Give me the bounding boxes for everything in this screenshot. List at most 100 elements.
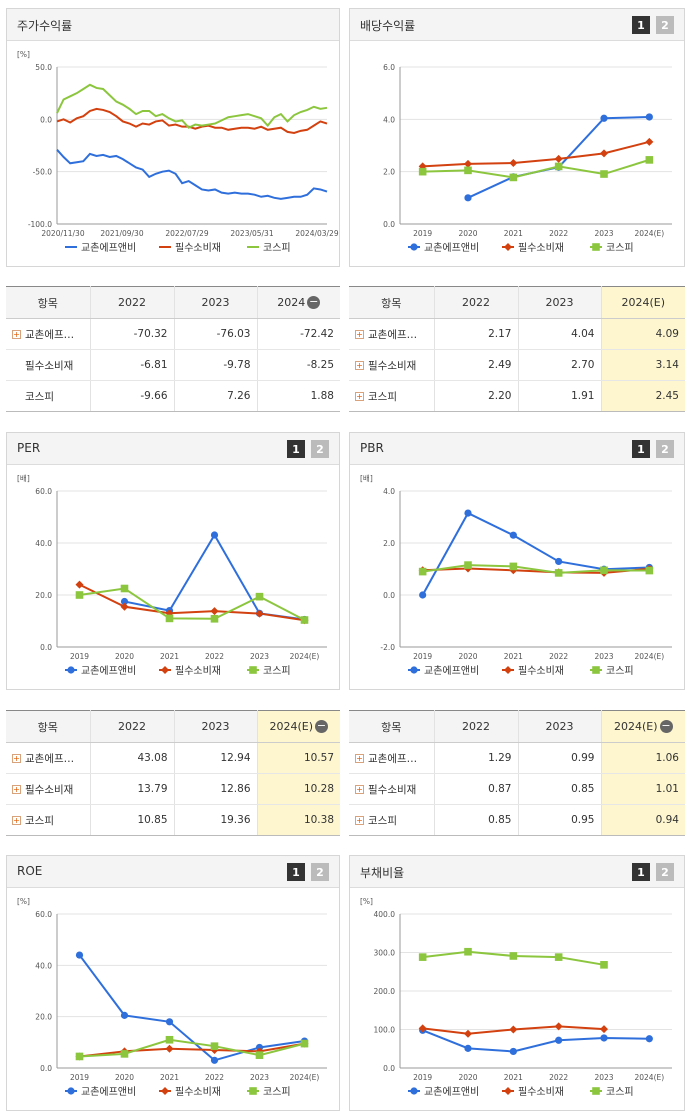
column-header-label: 2022 bbox=[118, 720, 146, 733]
page-1-button[interactable]: 1 bbox=[632, 440, 650, 458]
y-tick-label: -50.0 bbox=[33, 168, 53, 177]
y-tick-label: 300.0 bbox=[374, 949, 396, 958]
value-cell: 2.17 bbox=[433, 318, 518, 350]
expand-icon[interactable]: + bbox=[12, 816, 21, 825]
y-tick-label: 2.0 bbox=[383, 168, 395, 177]
row-label: 필수소비재 bbox=[368, 783, 417, 796]
expand-icon[interactable]: + bbox=[12, 330, 21, 339]
x-tick-label: 2023 bbox=[250, 652, 269, 661]
panel-title: PBR bbox=[360, 441, 384, 455]
data-point bbox=[600, 961, 608, 969]
data-point bbox=[210, 614, 219, 623]
column-header-label: 2024(E) bbox=[269, 719, 314, 733]
page-1-button[interactable]: 1 bbox=[287, 863, 305, 881]
x-tick-label: 2023 bbox=[594, 229, 613, 238]
data-point bbox=[410, 243, 418, 251]
legend-label: 코스피 bbox=[606, 242, 634, 254]
expand-icon[interactable]: + bbox=[12, 785, 21, 794]
table-row: 코스피 -9.66 7.26 1.88 bbox=[6, 380, 340, 412]
expand-icon[interactable]: + bbox=[355, 392, 364, 401]
data-point bbox=[120, 584, 129, 593]
x-tick-label: 2022 bbox=[549, 652, 568, 661]
table-header-row: 항목 2022 2023 2024(E) − bbox=[6, 710, 340, 743]
legend-label: 코스피 bbox=[606, 665, 634, 677]
data-point bbox=[509, 562, 518, 571]
data-point bbox=[645, 113, 653, 121]
legend-label: 필수소비재 bbox=[175, 665, 221, 677]
value-cell: 7.26 bbox=[173, 380, 257, 412]
data-point bbox=[464, 159, 472, 168]
value-cell: 0.85 bbox=[517, 773, 601, 805]
value-cell: 4.09 bbox=[600, 318, 685, 350]
row-label-cell: + 교촌에프… bbox=[349, 742, 434, 774]
value-cell: 1.29 bbox=[433, 742, 518, 774]
legend-label: 필수소비재 bbox=[175, 242, 221, 254]
legend-label: 필수소비재 bbox=[518, 242, 564, 254]
series-line bbox=[56, 149, 328, 200]
data-point bbox=[165, 1044, 174, 1053]
data-point bbox=[165, 609, 174, 618]
page-1-button[interactable]: 1 bbox=[632, 16, 650, 34]
page-2-button[interactable]: 2 bbox=[656, 863, 674, 881]
page-2-button[interactable]: 2 bbox=[656, 440, 674, 458]
data-point bbox=[75, 580, 84, 589]
page-2-button[interactable]: 2 bbox=[311, 863, 329, 881]
y-tick-label: 0.0 bbox=[383, 1064, 395, 1073]
series-line bbox=[422, 1029, 650, 1053]
column-header-label: 2022 bbox=[462, 720, 490, 733]
legend-label: 교촌에프앤비 bbox=[424, 242, 479, 254]
expand-icon[interactable]: + bbox=[355, 361, 364, 370]
data-point bbox=[600, 170, 608, 178]
per-table: 항목 2022 2023 2024(E) − + 교촌에프… 43.08 12.94 10.57 +… bbox=[6, 710, 340, 836]
data-point bbox=[210, 1056, 219, 1064]
y-tick-label: 40.0 bbox=[35, 539, 52, 548]
row-label-cell: + 코스피 bbox=[349, 804, 434, 836]
row-label: 교촌에프… bbox=[25, 328, 75, 341]
value-cell: -70.32 bbox=[89, 318, 174, 350]
y-tick-label: 20.0 bbox=[35, 591, 52, 600]
collapse-icon[interactable]: − bbox=[307, 295, 321, 310]
unit-label: [%] bbox=[17, 897, 30, 906]
legend-label: 필수소비재 bbox=[518, 1086, 564, 1098]
collapse-icon[interactable]: − bbox=[659, 719, 673, 734]
expand-icon[interactable]: + bbox=[355, 816, 364, 825]
expand-icon[interactable]: + bbox=[12, 754, 21, 763]
page-1-button[interactable]: 1 bbox=[287, 440, 305, 458]
collapse-icon[interactable]: − bbox=[315, 719, 329, 734]
data-point bbox=[464, 947, 472, 956]
data-point bbox=[120, 1050, 129, 1058]
legend-label: 코스피 bbox=[263, 1086, 291, 1098]
column-header: 2024− bbox=[256, 286, 340, 319]
panel-title: 주가수익률 bbox=[17, 19, 73, 33]
expand-icon[interactable]: + bbox=[355, 330, 364, 339]
dividend-yield-table: 항목 2022 2023 2024(E) + 교촌에프… 2.17 4.04 4.09 + 필수소비… bbox=[349, 286, 685, 412]
row-label-cell: + 교촌에프… bbox=[6, 742, 90, 774]
expand-icon[interactable]: + bbox=[355, 754, 364, 763]
data-point bbox=[509, 952, 518, 960]
x-tick-label: 2019 bbox=[413, 229, 432, 238]
page-1-button[interactable]: 1 bbox=[632, 863, 650, 881]
x-tick-label: 2020 bbox=[458, 1073, 477, 1082]
column-header-label: 2024 bbox=[277, 295, 306, 309]
x-tick-label: 2024(E) bbox=[634, 1073, 664, 1082]
page-2-button[interactable]: 2 bbox=[311, 440, 329, 458]
x-tick-label: 2020 bbox=[458, 652, 477, 661]
x-tick-label: 2021/09/30 bbox=[100, 229, 143, 238]
column-header: 항목 bbox=[349, 286, 434, 319]
page-2-button[interactable]: 2 bbox=[656, 16, 674, 34]
column-header-label: 항목 bbox=[37, 296, 58, 310]
series-line bbox=[422, 567, 650, 574]
legend-label: 교촌에프앤비 bbox=[81, 1086, 136, 1098]
row-label: 코스피 bbox=[368, 814, 397, 827]
per-chart: [배] 0.0 20.0 40.0 60.0 2019 2020 2021 2022 2023 20… bbox=[17, 474, 327, 677]
data-point bbox=[645, 137, 654, 146]
x-tick-label: 2020 bbox=[458, 229, 477, 238]
x-tick-label: 2022/07/29 bbox=[165, 229, 208, 238]
expand-icon[interactable]: + bbox=[355, 785, 364, 794]
value-cell: 0.95 bbox=[517, 804, 601, 836]
